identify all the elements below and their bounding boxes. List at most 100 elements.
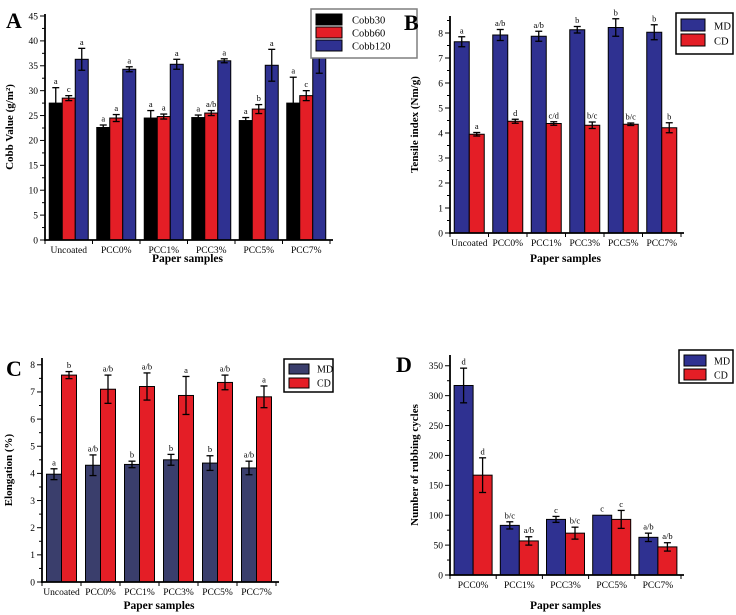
- x-tick-label-pcc0pct: PCC0%: [101, 246, 132, 256]
- legend-swatch-cobb60: [315, 26, 343, 39]
- y-tick-label: 45: [29, 12, 39, 22]
- x-axis-title: Paper samples: [530, 253, 602, 265]
- bar-cd-pcc7pct: [256, 396, 272, 583]
- x-axis-title: Paper samples: [152, 253, 224, 265]
- bar-cd-pcc0pct: [100, 388, 116, 583]
- bar-cobb30-pcc0pct: [96, 126, 111, 241]
- bar-md-pcc7pct: [638, 536, 659, 576]
- y-axis-title: Elongation (%): [3, 433, 15, 506]
- y-tick-label: 50: [434, 541, 444, 551]
- legend-label-cobb120: Cobb120: [352, 42, 391, 53]
- bar-cobb60-pcc7pct: [299, 95, 314, 241]
- y-tick-label: 3: [30, 497, 35, 507]
- bar-cd-pcc1pct: [139, 386, 155, 583]
- x-tick-label-uncoated: Uncoated: [451, 239, 488, 249]
- y-tick-label: 2: [30, 524, 35, 534]
- x-tick-label-pcc7pct: PCC7%: [643, 581, 674, 591]
- y-tick-label: 7: [30, 388, 35, 398]
- sig-letter: b: [652, 13, 656, 23]
- sig-letter: a: [54, 76, 58, 86]
- bar-cobb60-pcc5pct: [251, 108, 266, 241]
- bar-cobb120-pcc1pct: [169, 63, 184, 241]
- x-tick-label-uncoated: Uncoated: [43, 588, 80, 598]
- bar-cd-pcc5pct: [622, 123, 639, 234]
- bar-cd-pcc3pct: [178, 394, 194, 583]
- bar-cd-pcc7pct: [661, 127, 678, 234]
- bar-cobb30-uncoated: [48, 102, 63, 241]
- sig-letter: c: [619, 499, 623, 509]
- sig-letter: c: [600, 504, 604, 514]
- sig-letter: b/c: [626, 112, 637, 122]
- x-tick-label-pcc3pct: PCC3%: [569, 239, 600, 249]
- bar-md-pcc5pct: [592, 514, 613, 576]
- sig-letter: a/b: [220, 364, 230, 374]
- x-tick-label-pcc1pct: PCC1%: [124, 588, 155, 598]
- panel-a-cobb-value-chart: A 0 5 10 15 20 25 30 35 40 45 Uncoated PCC0% PCC1% PCC…: [0, 0, 430, 300]
- bar-md-pcc0pct: [85, 464, 101, 583]
- legend-a: Cobb30 Cobb60 Cobb120: [310, 8, 418, 59]
- chart-svg-b: B 0 1 2 3 4 5 6 7 8 Uncoated PCC0% PCC1% PCC3% PCC5% PC…: [404, 7, 734, 265]
- sig-letter: a: [52, 457, 56, 467]
- bar-md-pcc0pct: [492, 34, 509, 234]
- y-tick-label: 35: [29, 62, 39, 72]
- x-tick-label-pcc3pct: PCC3%: [196, 246, 227, 256]
- sig-letter: a: [475, 121, 479, 131]
- legend-b: MD CD: [675, 12, 734, 55]
- legend-label-cobb60: Cobb60: [352, 29, 385, 40]
- sig-letter: b: [67, 360, 71, 370]
- y-tick-label: 300: [429, 392, 444, 402]
- bar-cobb120-pcc0pct: [122, 68, 137, 241]
- x-tick-label-pcc7pct: PCC7%: [241, 588, 272, 598]
- bar-md-uncoated: [453, 41, 470, 234]
- legend-d: MD CD: [678, 349, 734, 384]
- sig-letter: c: [304, 79, 308, 89]
- legend-swatch-md: [288, 363, 310, 375]
- bar-md-pcc3pct: [163, 459, 179, 583]
- y-tick-label: 40: [29, 37, 39, 47]
- sig-letter: b: [130, 450, 134, 460]
- panel-letter-b: B: [404, 10, 419, 35]
- sig-letter: a: [222, 47, 226, 57]
- legend-swatch-cobb30: [315, 13, 343, 26]
- panel-letter-c: C: [6, 356, 22, 381]
- x-axis-title: Paper samples: [123, 600, 195, 612]
- chart-svg-c: C 0 1 2 3 4 5 6 7 8 Uncoated PCC0% PCC1% PCC3% PCC5% PC…: [3, 356, 334, 612]
- sig-letter: a/b: [244, 450, 254, 460]
- chart-svg-a: A 0 5 10 15 20 25 30 35 40 45 Uncoated PCC0% PCC1% PCC…: [4, 8, 418, 265]
- y-tick-label: 5: [33, 211, 38, 221]
- sig-letter: a/b: [495, 18, 505, 28]
- y-tick-label: 4: [438, 129, 443, 139]
- y-tick-label: 25: [29, 112, 39, 122]
- sig-letter: b: [208, 444, 212, 454]
- sig-letter: a/b: [643, 522, 653, 532]
- bar-md-pcc5pct: [202, 462, 218, 583]
- sig-letter: a: [196, 104, 200, 114]
- sig-letter: d: [513, 108, 518, 118]
- y-tick-label: 5: [438, 104, 443, 114]
- x-tick-label-pcc1pct: PCC1%: [504, 581, 535, 591]
- sig-letter: a/b: [88, 443, 98, 453]
- bar-cobb120-pcc5pct: [264, 64, 279, 241]
- panel-letter-d: D: [396, 352, 412, 377]
- y-tick-label: 15: [29, 162, 39, 172]
- sig-letter: d: [461, 357, 466, 367]
- sig-letter: b: [169, 443, 173, 453]
- sig-letter: a: [101, 114, 105, 124]
- x-tick-label-pcc5pct: PCC5%: [202, 588, 233, 598]
- bar-cd-pcc0pct: [507, 120, 524, 234]
- sig-letter: a/b: [524, 525, 534, 535]
- y-tick-label: 8: [30, 361, 35, 371]
- y-tick-label: 350: [429, 362, 444, 372]
- sig-letter: a: [175, 48, 179, 58]
- legend-swatch-cobb120: [315, 39, 343, 52]
- bar-cobb120-pcc3pct: [217, 60, 232, 241]
- bar-md-uncoated: [46, 473, 62, 583]
- x-tick-label-pcc3pct: PCC3%: [550, 581, 581, 591]
- legend-label-cd: CD: [714, 371, 728, 382]
- y-tick-label: 0: [438, 571, 443, 581]
- y-axis-title: Tensile index (Nm/g): [409, 76, 421, 173]
- legend-label-md: MD: [714, 22, 731, 33]
- bar-cobb30-pcc1pct: [143, 117, 158, 241]
- y-tick-label: 100: [429, 512, 444, 522]
- y-tick-label: 5: [30, 443, 35, 453]
